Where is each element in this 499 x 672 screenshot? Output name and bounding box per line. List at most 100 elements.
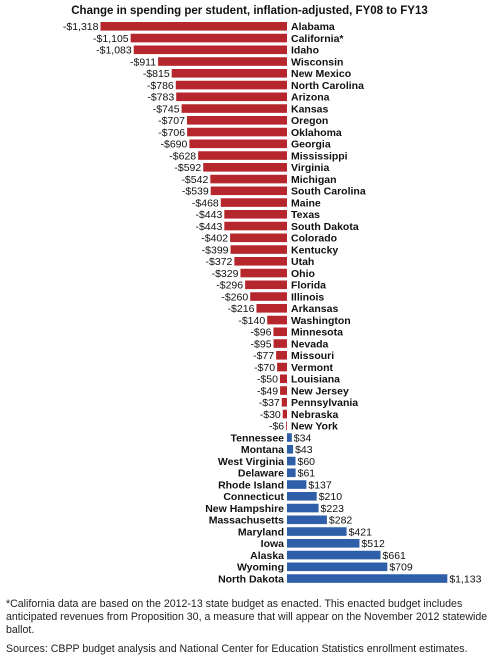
category-label: Virginia xyxy=(291,162,329,174)
value-label: -$707 xyxy=(158,115,185,127)
bar xyxy=(287,503,319,513)
bar xyxy=(203,163,287,172)
bar xyxy=(287,492,317,501)
category-label: Louisiana xyxy=(291,374,340,386)
bar xyxy=(210,186,287,196)
category-label: Texas xyxy=(291,209,320,221)
bar xyxy=(234,257,287,266)
category-label: Vermont xyxy=(291,362,334,374)
value-label: -$783 xyxy=(147,92,174,104)
value-label: $34 xyxy=(294,432,312,444)
value-label: -$592 xyxy=(174,162,201,174)
bar xyxy=(287,550,381,560)
category-label: Florida xyxy=(291,280,326,292)
value-label: -$786 xyxy=(147,80,174,92)
bar xyxy=(273,327,287,337)
bar xyxy=(181,104,287,113)
value-label: -$443 xyxy=(195,221,222,233)
value-label: -$1,083 xyxy=(96,45,132,57)
value-label: $282 xyxy=(329,515,353,527)
value-label: -$329 xyxy=(212,268,239,280)
value-label: $137 xyxy=(308,479,332,491)
value-label: $421 xyxy=(349,526,373,538)
value-label: -$216 xyxy=(228,303,255,315)
value-label: -$399 xyxy=(202,244,229,256)
bar xyxy=(287,539,360,548)
bar xyxy=(287,515,327,525)
category-label: Arkansas xyxy=(291,303,338,315)
value-label: $709 xyxy=(389,562,413,574)
footnote: *California data are based on the 2012-1… xyxy=(6,598,488,636)
value-label: -$372 xyxy=(206,256,233,268)
value-label: -$815 xyxy=(143,68,170,80)
bar xyxy=(280,386,287,395)
bar xyxy=(224,210,287,219)
value-label: $661 xyxy=(383,550,407,562)
value-label: -$37 xyxy=(259,397,280,409)
category-label: Alabama xyxy=(291,21,335,33)
value-label: -$70 xyxy=(254,362,275,374)
bar xyxy=(256,304,287,313)
bar xyxy=(230,233,287,243)
category-label: Montana xyxy=(241,444,284,456)
value-label: -$140 xyxy=(238,315,265,327)
value-label: $61 xyxy=(298,468,316,480)
bar xyxy=(287,480,307,489)
bar xyxy=(267,315,287,325)
category-label: New York xyxy=(291,421,338,433)
value-label: -$50 xyxy=(257,374,278,386)
category-label: Oklahoma xyxy=(291,127,342,139)
value-label: $60 xyxy=(297,456,315,468)
bar xyxy=(286,421,287,431)
value-label: $223 xyxy=(321,503,345,515)
category-label: Nebraska xyxy=(291,409,338,421)
category-label: Maryland xyxy=(238,526,284,538)
chart-title: Change in spending per student, inflatio… xyxy=(71,5,428,17)
bar xyxy=(287,468,296,478)
category-label: Oregon xyxy=(291,115,328,127)
bar xyxy=(171,69,287,78)
bar xyxy=(176,92,287,102)
bar xyxy=(277,362,287,372)
category-label: Maine xyxy=(291,197,321,209)
bar xyxy=(230,245,287,254)
category-label: Mississippi xyxy=(291,150,348,162)
value-label: -$539 xyxy=(182,186,209,198)
bar xyxy=(133,45,287,55)
bar-chart: Alabama -$1,318 California* -$1,105 Idaho -$1… xyxy=(63,21,482,585)
bar xyxy=(220,198,287,207)
value-label: -$96 xyxy=(250,327,271,339)
category-label: West Virginia xyxy=(218,456,284,468)
bar xyxy=(186,116,287,125)
value-label: -$95 xyxy=(251,338,272,350)
value-label: -$468 xyxy=(192,197,219,209)
category-label: New Hampshire xyxy=(205,503,284,515)
value-label: -$745 xyxy=(153,103,180,115)
sources-note: Sources: CBPP budget analysis and Nation… xyxy=(6,643,468,655)
value-label: -$30 xyxy=(260,409,281,421)
category-label: Washington xyxy=(291,315,351,327)
bar xyxy=(273,339,287,348)
bar xyxy=(279,374,287,384)
value-label: -$542 xyxy=(181,174,208,186)
category-label: New Jersey xyxy=(291,385,349,397)
bar xyxy=(100,22,288,31)
category-label: Wyoming xyxy=(237,562,284,574)
category-label: Tennessee xyxy=(231,432,285,444)
value-label: -$77 xyxy=(253,350,274,362)
bar xyxy=(175,80,287,90)
bar xyxy=(276,351,287,360)
bar xyxy=(187,127,287,137)
value-label: -$260 xyxy=(221,291,248,303)
category-label: Nevada xyxy=(291,338,329,350)
value-label: -$628 xyxy=(169,150,196,162)
bar xyxy=(287,433,292,442)
category-label: North Carolina xyxy=(291,80,364,92)
category-label: Utah xyxy=(291,256,314,268)
bar xyxy=(224,221,287,231)
value-label: -$706 xyxy=(158,127,185,139)
bar xyxy=(210,174,287,184)
category-label: New Mexico xyxy=(291,68,351,80)
category-label: Massachusetts xyxy=(209,515,284,527)
bar xyxy=(245,280,287,290)
